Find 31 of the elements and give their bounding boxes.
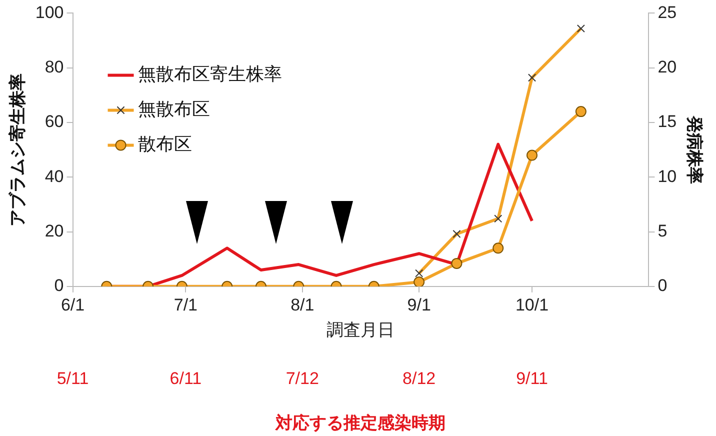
x2-tick-label: 9/11 [516,369,548,388]
y-tick-label: 80 [44,58,64,77]
point [526,150,538,161]
y-tick-label: 40 [44,166,64,186]
x2-axis-title: 対応する推定感染時期 [274,413,446,432]
y2-tick-label: 10 [658,166,677,186]
x2-tick-label: 5/11 [56,369,89,388]
x-tick-label: 9/1 [407,295,431,314]
y2-tick-label: 5 [658,221,668,240]
x-tick-label: 6/1 [60,295,85,314]
y2-tick-label: 20 [658,58,677,77]
legend-label: 無散布区寄生株率 [138,64,282,84]
legend-label: 散布区 [138,134,192,154]
legend-label: 無散布区 [138,99,210,120]
y2-axis-title: 発病株率 [685,114,704,184]
y2-tick-label: 15 [658,112,677,132]
y-tick-label: 0 [54,276,64,296]
point [575,106,586,118]
x2-tick-label: 7/12 [286,369,319,388]
y-tick-label: 100 [35,2,64,22]
y-tick-label: 20 [44,221,64,240]
y2-tick-label: 0 [658,276,668,296]
y2-tick-label: 25 [658,2,677,22]
y-tick-label: 60 [44,112,64,132]
x2-tick-label: 6/11 [170,369,202,388]
x2-tick-label: 8/12 [402,369,436,388]
x-tick-label: 8/1 [290,295,314,314]
y-axis-title: アブラムシ寄生株率 [8,73,27,226]
x-tick-label: 7/1 [174,295,198,314]
x-axis-title: 調査月日 [326,320,395,340]
x-tick-label: 10/1 [515,295,549,314]
